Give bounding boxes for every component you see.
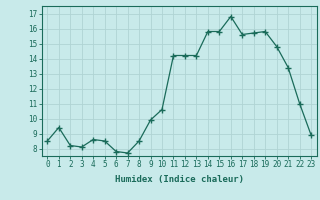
X-axis label: Humidex (Indice chaleur): Humidex (Indice chaleur) (115, 175, 244, 184)
